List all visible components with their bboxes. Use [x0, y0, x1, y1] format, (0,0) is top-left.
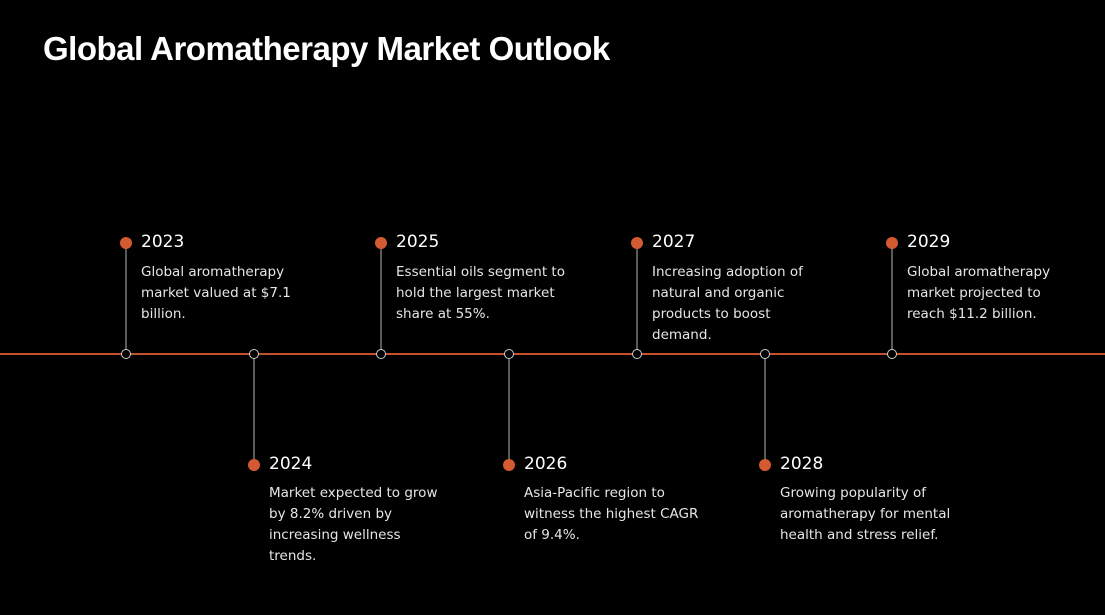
milestone-dot	[886, 237, 898, 249]
milestone-node	[376, 349, 386, 359]
milestone-node	[760, 349, 770, 359]
milestone-description: Market expected to grow by 8.2% driven b…	[269, 485, 438, 564]
milestone-year: 2024	[269, 454, 313, 474]
milestone-node	[887, 349, 897, 359]
milestone-stem	[891, 243, 893, 354]
milestone-stem	[508, 354, 510, 465]
milestone-stem	[636, 243, 638, 354]
milestone-year: 2025	[396, 232, 440, 252]
milestone-node	[504, 349, 514, 359]
milestone-year: 2028	[780, 454, 824, 474]
page-title: Global Aromatherapy Market Outlook	[43, 30, 610, 67]
milestone-dot	[375, 237, 387, 249]
milestone-description: Asia-Pacific region to witness the highe…	[524, 485, 699, 543]
milestone-dot	[503, 459, 515, 471]
milestone-year: 2029	[907, 232, 951, 252]
milestone-stem	[125, 243, 127, 354]
milestone-year: 2026	[524, 454, 568, 474]
milestone-description: Global aromatherapy market valued at $7.…	[141, 264, 291, 322]
milestone-dot	[759, 459, 771, 471]
milestone-stem	[764, 354, 766, 465]
timeline-axis	[0, 353, 1105, 355]
milestone-stem	[380, 243, 382, 354]
milestone-node	[632, 349, 642, 359]
milestone-description: Essential oils segment to hold the large…	[396, 264, 565, 322]
milestone-node	[249, 349, 259, 359]
milestone-description: Increasing adoption of natural and organ…	[652, 264, 803, 343]
milestone-stem	[253, 354, 255, 465]
milestone-description: Growing popularity of aromatherapy for m…	[780, 485, 951, 543]
milestone-dot	[120, 237, 132, 249]
milestone-node	[121, 349, 131, 359]
milestone-description: Global aromatherapy market projected to …	[907, 264, 1051, 322]
milestone-year: 2027	[652, 232, 696, 252]
milestone-dot	[631, 237, 643, 249]
milestone-dot	[248, 459, 260, 471]
milestone-year: 2023	[141, 232, 185, 252]
